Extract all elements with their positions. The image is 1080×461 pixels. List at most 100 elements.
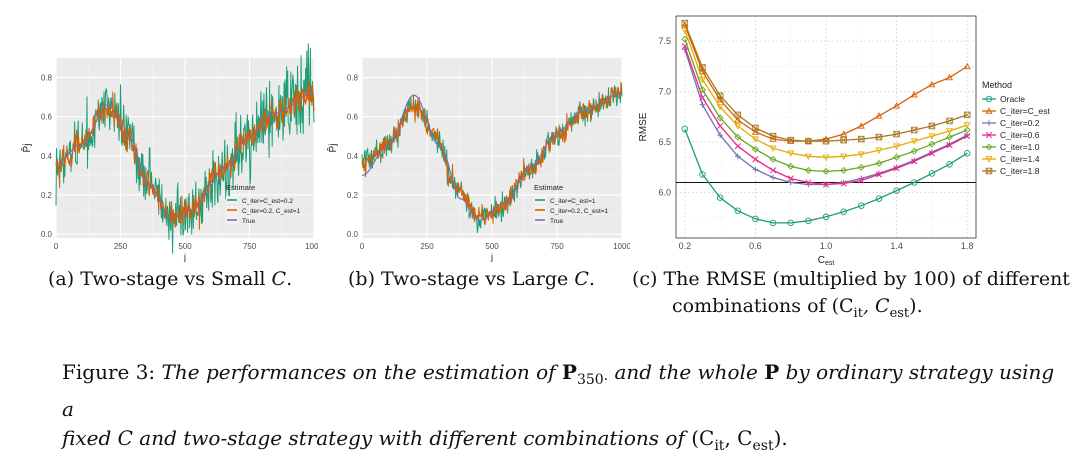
marker-box xyxy=(875,133,883,141)
series-oracle xyxy=(681,125,971,227)
marker-plus xyxy=(986,120,992,126)
marker-x xyxy=(822,181,830,188)
marker-diamond xyxy=(910,147,918,155)
legend-label: C_iter=0.2 xyxy=(1000,118,1040,128)
marker-x xyxy=(928,150,936,157)
marker-box xyxy=(769,132,777,140)
marker-triangle-down xyxy=(875,147,883,154)
marker-triangle xyxy=(985,107,993,114)
marker-box xyxy=(734,111,742,119)
legend-label: C_iter=1.8 xyxy=(1000,166,1040,176)
caption-combo: (C xyxy=(691,426,715,450)
legend-label: C_iter=C_est=0.2 xyxy=(242,198,293,205)
legend-entry: Oracle xyxy=(982,94,1025,104)
y-axis-label: P̂j xyxy=(19,144,33,153)
chart-c-svg: 0.2 0.6 1.0 1.4 1.86.06.57.07.5CestRMSEMetho… xyxy=(638,15,1050,267)
x-tick-label: 0.2 xyxy=(679,241,692,251)
marker-box-x xyxy=(893,131,900,138)
subcaption-b-text: (b) Two-stage vs Large xyxy=(348,268,575,290)
series-c-iter-1-0 xyxy=(681,35,971,175)
marker-triangle-down xyxy=(928,133,936,140)
marker-box-x xyxy=(752,124,759,132)
legend-entry: C_iter=1.0 xyxy=(982,142,1040,152)
subcaption-b-var: C xyxy=(574,268,589,290)
marker-box-x xyxy=(985,167,993,175)
x-tick-label: 750 xyxy=(550,242,564,251)
marker-x xyxy=(805,179,812,186)
marker-x xyxy=(734,143,741,150)
marker-box-x xyxy=(822,138,830,145)
caption-text-3: by ordinary strategy using a xyxy=(62,360,1055,421)
marker-triangle-down xyxy=(804,153,812,160)
marker-x xyxy=(893,165,900,172)
marker-circle xyxy=(893,187,900,194)
marker-diamond xyxy=(946,133,953,141)
y-axis-label: P̂j xyxy=(325,144,339,153)
legend-entry: C_iter=1.8 xyxy=(982,166,1040,176)
marker-box-x xyxy=(699,64,706,71)
legend-label: Oracle xyxy=(1000,94,1025,104)
subcaption-a-suffix: . xyxy=(286,268,293,290)
caption-P350: P xyxy=(561,360,577,384)
marker-triangle-down xyxy=(769,145,777,152)
y-tick-label: 0.0 xyxy=(41,230,53,239)
subcaption-c-mid: , C xyxy=(862,295,890,317)
marker-box xyxy=(840,136,847,144)
subcaption-a: (a) Two-stage vs Small C. xyxy=(48,266,292,293)
marker-x xyxy=(769,167,777,174)
marker-circle xyxy=(752,215,759,223)
marker-circle xyxy=(769,219,777,227)
y-tick-label: 0.4 xyxy=(347,152,359,161)
subcaption-c-end: ). xyxy=(909,295,923,317)
marker-triangle-down xyxy=(840,153,848,160)
subcaption-c-it: it xyxy=(853,305,863,321)
y-tick-label: 0.8 xyxy=(41,74,53,83)
marker-box xyxy=(752,124,759,132)
panel-c-chart: 0.2 0.6 1.0 1.4 1.8 6.0 6.5 7.0 7.5 Cest RMSE Metho… xyxy=(630,6,1080,268)
marker-diamond xyxy=(787,162,795,170)
marker-triangle xyxy=(963,62,971,70)
x-tick-label: 1.0 xyxy=(820,241,833,251)
series-line xyxy=(55,43,315,254)
marker-box-x xyxy=(840,137,847,144)
subcaption-c: (c) The RMSE (multiplied by 100) of diff… xyxy=(632,266,1072,327)
marker-circle xyxy=(699,171,706,178)
marker-triangle-down xyxy=(698,76,707,84)
legend-entry: C_iter=0.2 xyxy=(982,118,1040,128)
x-tick-label: 500 xyxy=(178,242,192,251)
legend-label: C_iter=0.2, C_est=1 xyxy=(242,208,301,215)
marker-box-x xyxy=(858,136,865,143)
marker-x xyxy=(840,180,847,187)
marker-x xyxy=(699,94,706,101)
marker-x xyxy=(858,177,865,184)
marker-circle xyxy=(787,219,794,227)
marker-box-x xyxy=(946,117,953,124)
marker-triangle-down xyxy=(716,104,724,111)
marker-box xyxy=(787,136,794,144)
marker-x xyxy=(946,142,953,149)
marker-box xyxy=(893,130,900,138)
marker-circle xyxy=(716,194,724,201)
marker-x xyxy=(911,158,918,165)
marker-triangle xyxy=(945,73,954,81)
marker-circle xyxy=(963,149,971,157)
legend-entry: C_iter=0.6 xyxy=(982,130,1040,140)
x-tick-label: 250 xyxy=(420,242,434,251)
legend-title: Estimate xyxy=(534,183,563,192)
x-tick-label: 250 xyxy=(114,242,128,251)
x-tick-label: 0.6 xyxy=(749,241,762,251)
marker-x xyxy=(787,175,794,182)
y-tick-label: 7.0 xyxy=(658,87,671,97)
x-axis-label: j xyxy=(183,252,186,262)
marker-triangle-down xyxy=(681,27,689,34)
marker-box-x xyxy=(805,138,812,145)
marker-box xyxy=(716,92,724,99)
marker-box xyxy=(699,64,706,71)
marker-triangle xyxy=(716,96,724,103)
marker-box-x xyxy=(964,111,971,118)
series-line xyxy=(55,80,315,230)
y-tick-label: 6.5 xyxy=(658,137,671,147)
x-tick-label: 1.4 xyxy=(890,241,903,251)
legend-entry: C_iter=1.4 xyxy=(982,154,1040,164)
marker-box-x xyxy=(911,126,918,134)
